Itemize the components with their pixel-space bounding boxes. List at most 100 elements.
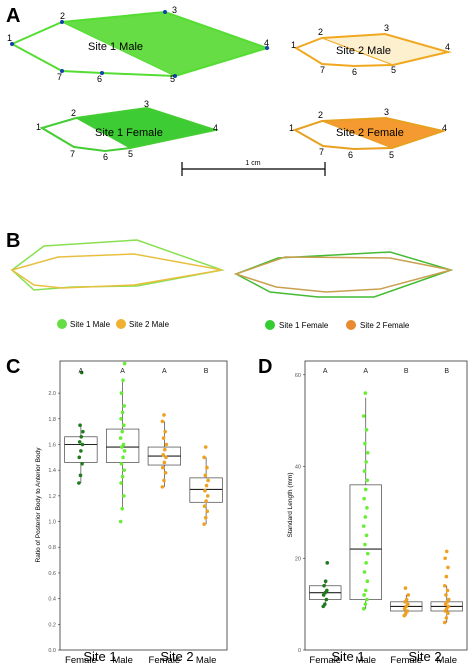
data-point xyxy=(79,370,84,375)
legend-label-site2-female: Site 2 Female xyxy=(360,321,410,330)
box-group: A xyxy=(147,368,182,489)
landmark-5: 5 xyxy=(128,149,133,159)
plot-frame xyxy=(59,360,228,651)
y-tick-label: 1.4 xyxy=(48,468,56,474)
data-point xyxy=(202,504,207,508)
box-group: A xyxy=(309,368,342,609)
y-tick-label: 0.4 xyxy=(48,597,56,603)
landmark-2: 2 xyxy=(318,110,323,120)
data-point xyxy=(122,423,126,428)
data-point xyxy=(323,579,328,583)
landmark-7: 7 xyxy=(70,149,75,159)
data-point xyxy=(202,522,206,526)
data-point xyxy=(444,574,449,579)
y-tick-label: 60 xyxy=(295,373,301,379)
x-labels: Female Male Female Male xyxy=(309,655,457,666)
data-point xyxy=(364,428,369,432)
data-point xyxy=(365,450,370,455)
data-point xyxy=(205,494,210,498)
data-point xyxy=(364,533,369,538)
data-point xyxy=(122,361,127,366)
data-point xyxy=(161,452,165,457)
data-point xyxy=(362,469,367,473)
data-point xyxy=(363,515,368,519)
site2-female-label: Site 2 Female xyxy=(336,127,404,139)
landmark-6: 6 xyxy=(348,150,353,160)
data-point xyxy=(363,542,367,547)
data-point xyxy=(80,461,84,466)
landmark-5: 5 xyxy=(170,74,175,84)
y-ticks: 0.0 0.2 0.4 0.6 0.8 1.0 1.2 1.4 1.6 1.8 2.0 xyxy=(48,391,60,654)
data-point xyxy=(119,481,123,485)
significance-letter: A xyxy=(162,368,167,375)
data-point xyxy=(405,609,410,613)
y-tick-label: 2.0 xyxy=(48,391,56,397)
data-point xyxy=(162,447,167,452)
x-tick-label: Male xyxy=(355,655,376,666)
data-point xyxy=(442,583,447,588)
data-point xyxy=(120,410,125,415)
site-label-1: Site 1 xyxy=(331,649,364,664)
landmark-1: 1 xyxy=(7,33,12,43)
data-point xyxy=(120,429,125,434)
data-point xyxy=(162,413,166,417)
site1-male-shape: Site 1 Male 1 2 3 4 5 6 7 xyxy=(7,5,271,84)
data-point xyxy=(443,556,447,561)
data-point xyxy=(204,499,208,503)
box-group: A xyxy=(105,361,140,524)
data-point xyxy=(202,455,206,460)
box xyxy=(349,484,382,600)
x-tick-label: Male xyxy=(436,655,457,666)
data-point xyxy=(122,404,127,408)
y-tick-label: 0.6 xyxy=(48,571,56,577)
legend-swatch-site2-male xyxy=(116,319,126,329)
x-tick-label: Female xyxy=(149,655,181,666)
x-tick-label: Female xyxy=(309,655,341,666)
legend-label-site2-male: Site 2 Male xyxy=(129,320,170,329)
data-point xyxy=(120,506,125,511)
data-point xyxy=(162,478,166,483)
data-point xyxy=(164,442,169,447)
data-point xyxy=(122,468,127,472)
male-outline-comparison xyxy=(10,239,225,291)
panel-b-label: B xyxy=(6,230,20,252)
data-point xyxy=(205,509,210,514)
landmark-3: 3 xyxy=(384,23,389,33)
landmark-4: 4 xyxy=(445,42,450,52)
data-point xyxy=(122,494,126,498)
data-point xyxy=(365,597,369,602)
legend-swatch-site1-male xyxy=(57,319,67,329)
boxplot-standard-length: Standard Length (mm) 0 20 40 60 A A B B Female… xyxy=(287,360,468,666)
data-point xyxy=(160,465,165,470)
landmark-3: 3 xyxy=(144,99,149,109)
y-tick-label: 0.2 xyxy=(48,622,56,628)
site1-female-label: Site 1 Female xyxy=(95,127,163,139)
panel-d-label: D xyxy=(258,356,272,378)
data-point xyxy=(77,440,82,444)
data-point xyxy=(444,616,449,620)
y-ticks: 0 20 40 60 xyxy=(295,373,305,654)
landmark-5: 5 xyxy=(391,65,396,75)
data-point xyxy=(122,449,127,453)
y-tick-label: 1.6 xyxy=(48,442,56,448)
data-point xyxy=(121,378,125,383)
data-point xyxy=(444,549,449,554)
data-point xyxy=(119,417,123,421)
boxplot-ratio: Ratio of Posterior Body to Anterior Body… xyxy=(35,360,228,666)
data-point xyxy=(203,515,208,520)
site-label-2: Site 2 xyxy=(408,649,441,664)
legend-swatch-site2-female xyxy=(346,320,356,330)
data-point xyxy=(160,419,165,424)
site2-male-shape: Site 2 Male 1 2 3 4 5 6 7 xyxy=(291,23,452,77)
landmark-4: 4 xyxy=(442,123,447,133)
landmark-1: 1 xyxy=(291,40,296,50)
x-tick-label: Female xyxy=(390,655,422,666)
data-point xyxy=(446,597,451,602)
data-point xyxy=(118,519,123,524)
data-point xyxy=(362,496,366,501)
box-group: A xyxy=(64,368,98,485)
data-point xyxy=(444,593,448,597)
y-tick-label: 0.0 xyxy=(48,648,56,654)
data-point xyxy=(121,442,126,447)
landmark-4: 4 xyxy=(264,38,269,48)
